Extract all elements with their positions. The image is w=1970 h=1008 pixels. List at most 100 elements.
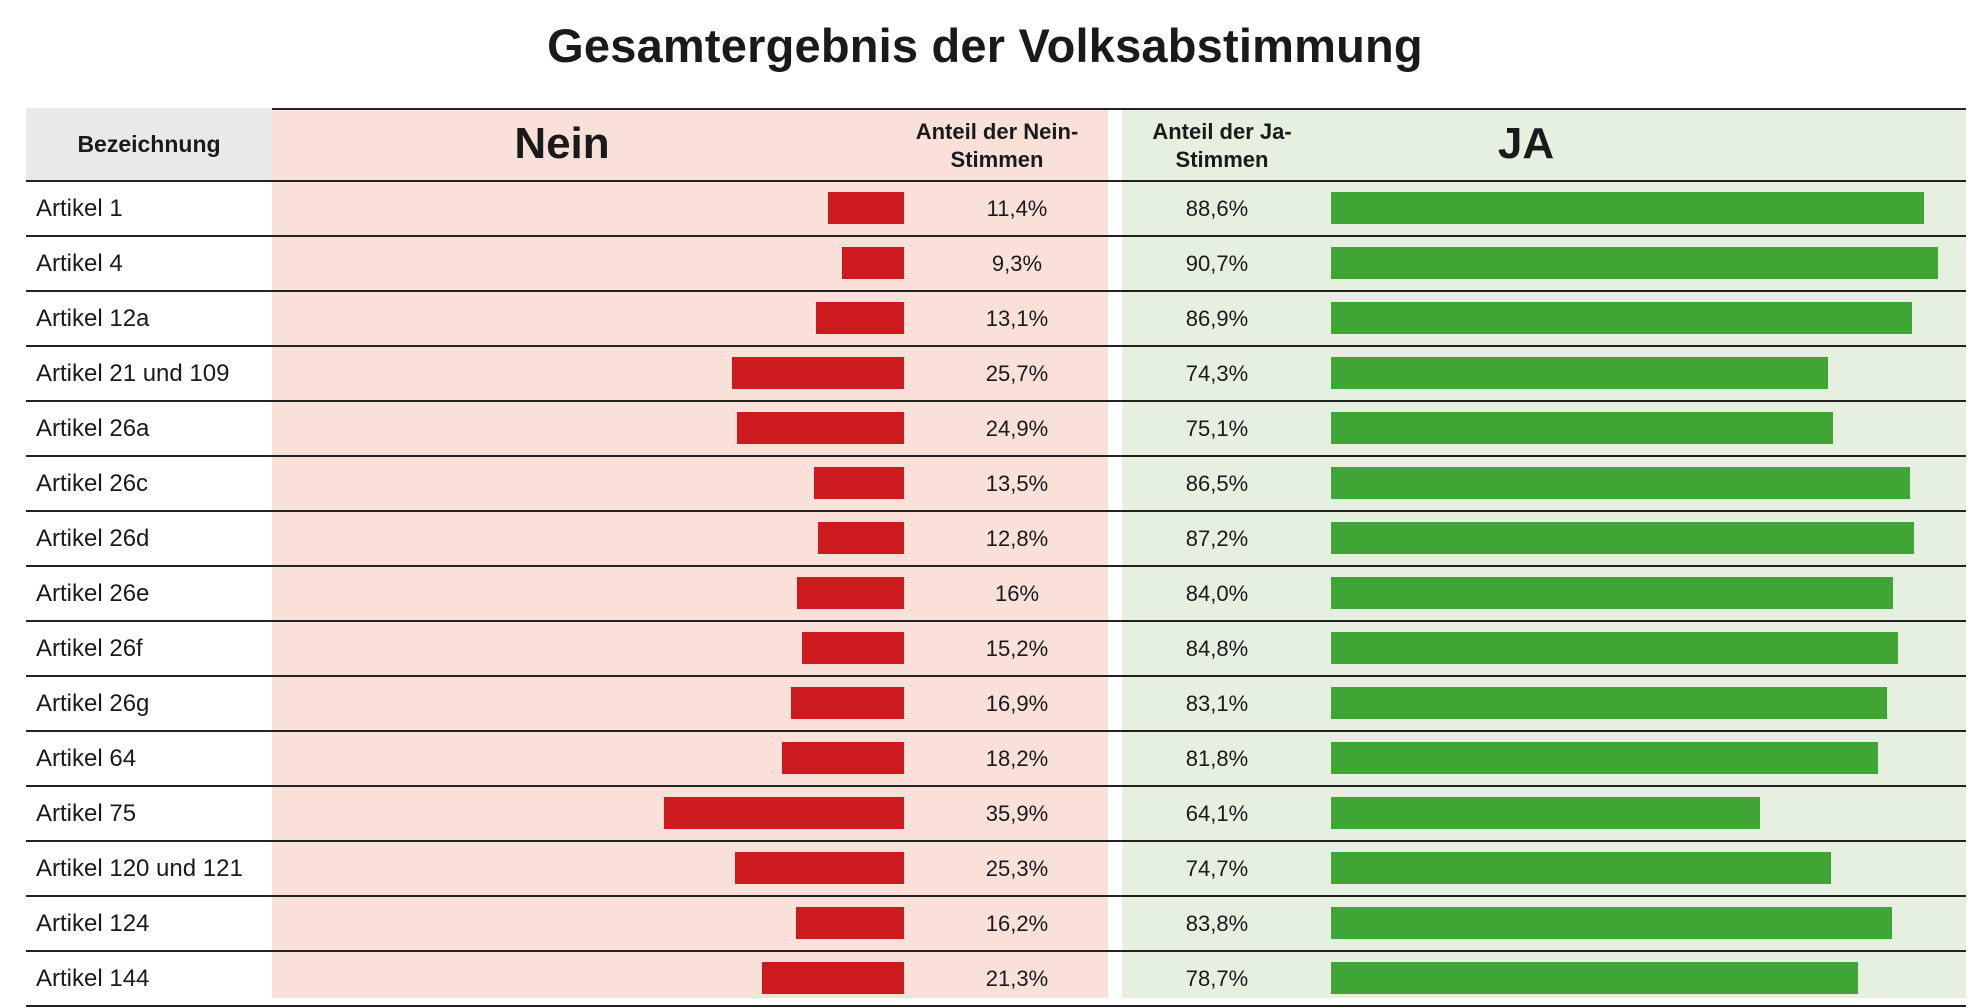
ja-share-value: 81,8% — [1185, 746, 1249, 771]
nein-bar — [782, 742, 904, 774]
row-label: Artikel 64 — [36, 745, 137, 772]
ja-share-value: 74,7% — [1185, 856, 1249, 881]
nein-share-value: 15,2% — [985, 636, 1049, 661]
nein-bar — [761, 962, 904, 994]
table-row: Artikel 144 21,3% 78,7% — [26, 952, 1966, 1007]
nein-column-background — [272, 108, 1108, 998]
nein-share-value: 21,3% — [985, 966, 1049, 991]
table-row: Artikel 124 16,2% 83,8% — [26, 897, 1966, 952]
ja-share-value: 86,9% — [1185, 306, 1249, 331]
row-label: Artikel 144 — [36, 965, 150, 992]
header-nein: Nein — [514, 119, 610, 168]
nein-share-value: 16,2% — [985, 911, 1049, 936]
header-ja: JA — [1497, 119, 1555, 168]
row-label: Artikel 26c — [36, 470, 149, 497]
ja-share-value: 64,1% — [1185, 801, 1249, 826]
table-row: Artikel 26d 12,8% 87,2% — [26, 512, 1966, 567]
header-bezeichnung: Bezeichnung — [26, 108, 272, 180]
column-gap — [1108, 108, 1122, 998]
ja-bar — [1331, 907, 1892, 939]
nein-share-value: 16,9% — [985, 691, 1049, 716]
ja-share-value: 83,8% — [1185, 911, 1249, 936]
nein-share-value: 16% — [994, 581, 1040, 606]
nein-bar — [827, 192, 904, 224]
ja-bar — [1331, 522, 1915, 554]
ja-share-value: 86,5% — [1185, 471, 1249, 496]
ja-bar — [1331, 192, 1924, 224]
nein-bar — [795, 907, 904, 939]
ja-bar — [1331, 962, 1858, 994]
nein-bar — [841, 247, 904, 279]
ja-share-value: 84,0% — [1185, 581, 1249, 606]
nein-share-value: 24,9% — [985, 416, 1049, 441]
nein-share-value: 18,2% — [985, 746, 1049, 771]
row-label: Artikel 4 — [36, 250, 123, 277]
row-label: Artikel 1 — [36, 195, 123, 222]
nein-bar — [813, 467, 904, 499]
nein-bar — [796, 577, 904, 609]
ja-share-value: 83,1% — [1185, 691, 1249, 716]
nein-share-value: 12,8% — [985, 526, 1049, 551]
nein-bar — [802, 632, 904, 664]
ja-share-value: 75,1% — [1185, 416, 1249, 441]
nein-bar — [816, 302, 904, 334]
header-ja-share: Anteil der Ja-Stimmen — [1152, 119, 1292, 172]
data-rows: Artikel 1 11,4% 88,6% Artikel 4 9,3% 90,7% Art… — [26, 182, 1966, 1007]
table-row: Artikel 64 18,2% 81,8% — [26, 732, 1966, 787]
results-table: Bezeichnung Nein Anteil der Nein-Stimmen… — [26, 108, 1966, 1007]
table-row: Artikel 21 und 109 25,7% 74,3% — [26, 347, 1966, 402]
header-nein-share: Anteil der Nein-Stimmen — [915, 119, 1079, 172]
ja-bar — [1331, 357, 1829, 389]
ja-share-value: 88,6% — [1185, 196, 1249, 221]
nein-share-value: 13,1% — [985, 306, 1049, 331]
ja-bar — [1331, 797, 1760, 829]
ja-bar — [1331, 467, 1910, 499]
row-label: Artikel 26g — [36, 690, 150, 717]
table-row: Artikel 26c 13,5% 86,5% — [26, 457, 1966, 512]
nein-share-value: 25,3% — [985, 856, 1049, 881]
ja-share-value: 78,7% — [1185, 966, 1249, 991]
row-label: Artikel 120 und 121 — [36, 855, 243, 882]
ja-share-value: 84,8% — [1185, 636, 1249, 661]
ja-bar — [1331, 742, 1879, 774]
nein-bar — [732, 357, 904, 389]
ja-bar — [1331, 852, 1831, 884]
ja-share-value: 87,2% — [1185, 526, 1249, 551]
row-label: Artikel 26f — [36, 635, 143, 662]
row-label: Artikel 26e — [36, 580, 150, 607]
ja-bar — [1331, 412, 1834, 444]
row-label: Artikel 21 und 109 — [36, 360, 230, 387]
ja-bar — [1331, 632, 1899, 664]
table-row: Artikel 26f 15,2% 84,8% — [26, 622, 1966, 677]
row-label: Artikel 124 — [36, 910, 150, 937]
chart-title: Gesamtergebnis der Volksabstimmung — [547, 19, 1423, 72]
ja-bar — [1331, 247, 1938, 279]
row-label: Artikel 26d — [36, 525, 150, 552]
ja-bar — [1331, 302, 1913, 334]
nein-bar — [790, 687, 904, 719]
label-column-background — [26, 108, 272, 998]
table-row: Artikel 26a 24,9% 75,1% — [26, 402, 1966, 457]
table-row: Artikel 75 35,9% 64,1% — [26, 787, 1966, 842]
table-row: Artikel 26e 16% 84,0% — [26, 567, 1966, 622]
table-row: Artikel 120 und 121 25,3% 74,7% — [26, 842, 1966, 897]
table-row: Artikel 4 9,3% 90,7% — [26, 237, 1966, 292]
table-row: Artikel 1 11,4% 88,6% — [26, 182, 1966, 237]
nein-bar — [818, 522, 904, 554]
nein-share-value: 9,3% — [991, 251, 1043, 276]
row-label: Artikel 12a — [36, 305, 150, 332]
nein-bar — [734, 852, 904, 884]
row-label: Artikel 26a — [36, 415, 150, 442]
nein-share-value: 13,5% — [985, 471, 1049, 496]
ja-share-value: 74,3% — [1185, 361, 1249, 386]
table-row: Artikel 26g 16,9% 83,1% — [26, 677, 1966, 732]
table-top-rule — [26, 108, 1966, 110]
nein-bar — [663, 797, 904, 829]
ja-bar — [1331, 687, 1887, 719]
ja-bar — [1331, 577, 1893, 609]
ja-share-value: 90,7% — [1185, 251, 1249, 276]
nein-bar — [737, 412, 904, 444]
nein-share-value: 25,7% — [985, 361, 1049, 386]
table-row: Artikel 12a 13,1% 86,9% — [26, 292, 1966, 347]
header-rule — [26, 180, 1966, 182]
